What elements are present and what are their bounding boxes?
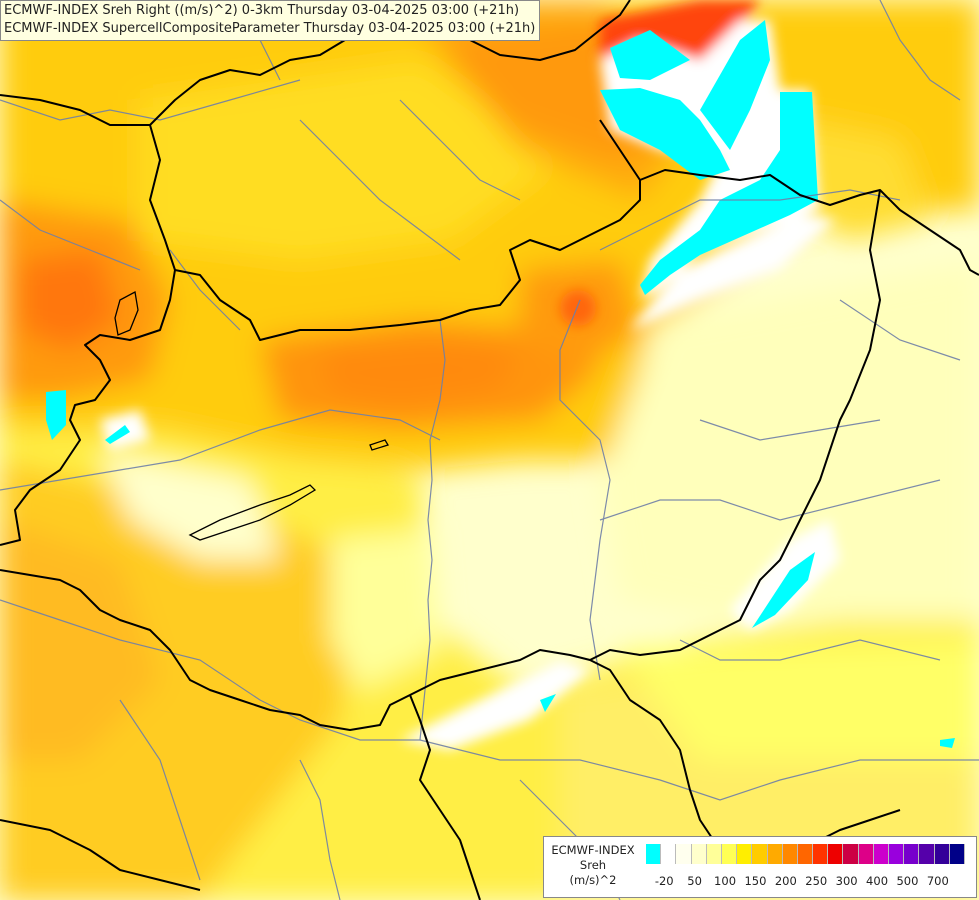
- legend-label: ECMWF-INDEX Sreh (m/s)^2: [546, 843, 640, 888]
- legend-swatch: [752, 844, 768, 864]
- legend-swatch: [706, 844, 722, 864]
- legend-swatch: [828, 844, 844, 864]
- legend-tick-label: -20: [654, 874, 674, 888]
- legend-tick-label: 100: [714, 874, 737, 888]
- legend-tick-label: 50: [687, 874, 702, 888]
- legend-swatch: [919, 844, 935, 864]
- map-title-line1: ECMWF-INDEX Sreh Right ((m/s)^2) 0-3km T…: [4, 3, 520, 18]
- legend-swatch: [843, 844, 859, 864]
- legend-swatch: [889, 844, 905, 864]
- legend-tick-label: 150: [744, 874, 767, 888]
- lake-neusiedl: [114, 291, 139, 336]
- legend-label-line2: Sreh: [579, 858, 607, 872]
- legend-swatches: [646, 844, 965, 864]
- legend-swatch: [949, 844, 965, 864]
- map-title-line2: ECMWF-INDEX SupercellCompositeParameter …: [4, 21, 536, 36]
- legend-swatch: [934, 844, 950, 864]
- legend-swatch: [661, 844, 677, 864]
- legend-swatch: [873, 844, 889, 864]
- legend-swatch: [721, 844, 738, 864]
- legend-ticks: -20 50 100 150 200 250 300 400 500 700: [646, 874, 976, 890]
- legend-swatch: [797, 844, 814, 864]
- legend-tick-label: 700: [926, 874, 949, 888]
- color-legend: ECMWF-INDEX Sreh (m/s)^2 -20 50 100 150 200 2…: [543, 836, 977, 898]
- legend-tick-label: 500: [896, 874, 919, 888]
- legend-tick-label: 300: [835, 874, 858, 888]
- legend-label-line3: (m/s)^2: [569, 873, 617, 887]
- legend-swatch: [737, 844, 753, 864]
- legend-swatch: [646, 844, 662, 864]
- legend-tick-label: 250: [805, 874, 828, 888]
- map-title-box: ECMWF-INDEX Sreh Right ((m/s)^2) 0-3km T…: [0, 0, 541, 41]
- lake-balaton: [188, 439, 389, 541]
- negative-sreh-areas: [46, 20, 955, 748]
- legend-swatch: [858, 844, 874, 864]
- legend-swatch: [676, 844, 692, 864]
- legend-swatch: [904, 844, 920, 864]
- legend-label-line1: ECMWF-INDEX: [551, 843, 635, 857]
- legend-swatch: [813, 844, 829, 864]
- legend-swatch: [691, 844, 707, 864]
- legend-tick-label: 400: [866, 874, 889, 888]
- legend-tick-label: 200: [774, 874, 797, 888]
- legend-swatch: [767, 844, 783, 864]
- legend-swatch: [782, 844, 798, 864]
